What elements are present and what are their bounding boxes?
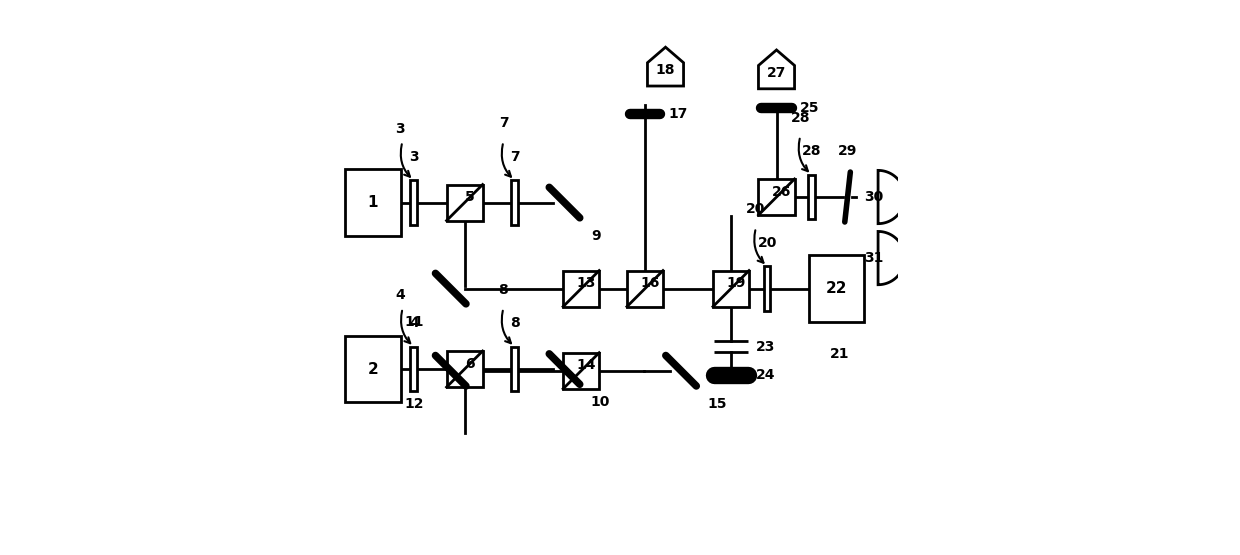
- Text: 9: 9: [591, 229, 600, 243]
- Bar: [808, 175, 815, 219]
- Text: 8: 8: [498, 283, 508, 297]
- Text: 20: 20: [746, 203, 765, 216]
- Bar: [759, 179, 795, 215]
- Text: 26: 26: [773, 185, 791, 199]
- Text: 7: 7: [510, 150, 520, 164]
- Bar: [713, 271, 749, 306]
- Bar: [764, 266, 770, 311]
- Bar: [563, 271, 599, 306]
- Text: 25: 25: [800, 101, 820, 115]
- Bar: [446, 351, 482, 387]
- Text: 15: 15: [707, 397, 727, 411]
- Text: 2: 2: [367, 361, 378, 377]
- Text: 23: 23: [756, 340, 775, 354]
- Bar: [446, 184, 482, 220]
- Text: 5: 5: [465, 190, 475, 204]
- Bar: [345, 169, 401, 236]
- Text: 18: 18: [656, 63, 676, 78]
- Polygon shape: [759, 50, 795, 89]
- Text: 28: 28: [802, 144, 821, 158]
- Text: 17: 17: [668, 107, 688, 121]
- Text: 29: 29: [838, 144, 857, 158]
- Bar: [410, 180, 417, 225]
- Text: 6: 6: [465, 357, 475, 371]
- Polygon shape: [878, 170, 905, 224]
- Bar: [511, 347, 518, 391]
- Text: 4: 4: [396, 289, 404, 302]
- Text: 12: 12: [405, 397, 424, 411]
- Text: 11: 11: [405, 315, 424, 329]
- Bar: [511, 180, 518, 225]
- Text: 7: 7: [498, 117, 508, 130]
- Text: 10: 10: [591, 395, 610, 410]
- Text: 16: 16: [641, 276, 660, 290]
- Polygon shape: [647, 47, 683, 86]
- Bar: [345, 336, 401, 402]
- Text: 24: 24: [756, 367, 775, 382]
- Text: 8: 8: [510, 316, 520, 330]
- Text: 4: 4: [409, 316, 419, 330]
- Text: 14: 14: [577, 359, 596, 372]
- Bar: [808, 255, 864, 322]
- Text: 31: 31: [864, 251, 884, 265]
- Text: 28: 28: [791, 111, 810, 125]
- Bar: [410, 347, 417, 391]
- Text: 21: 21: [830, 347, 849, 361]
- Bar: [627, 271, 663, 306]
- Text: 19: 19: [727, 276, 746, 290]
- Text: 3: 3: [394, 122, 404, 136]
- Text: 1: 1: [368, 195, 378, 210]
- Text: 3: 3: [409, 150, 418, 164]
- Text: 22: 22: [826, 281, 847, 296]
- Text: 20: 20: [758, 236, 776, 250]
- Text: 13: 13: [577, 276, 596, 290]
- Bar: [563, 353, 599, 388]
- Text: 27: 27: [766, 66, 786, 80]
- Polygon shape: [878, 231, 905, 285]
- Text: 30: 30: [864, 190, 884, 204]
